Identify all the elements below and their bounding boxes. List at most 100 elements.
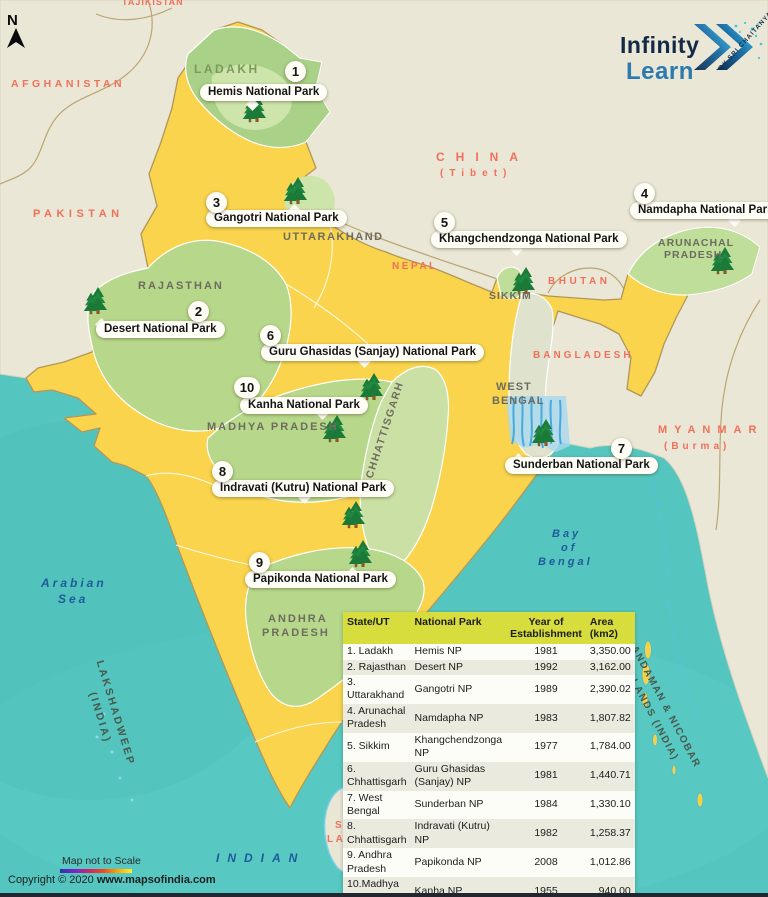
callout-number-8: 8 (212, 461, 233, 482)
cell-year: 1992 (506, 659, 586, 675)
infinity-learn-logo: Infinity Learn BY SRI CHAITANYA (616, 10, 768, 103)
label-sea: Sea (58, 592, 89, 606)
callout-guru-ghasidas: Guru Ghasidas (Sanjay) National Park (261, 344, 485, 361)
bottom-border (0, 893, 768, 897)
cell-area: 1,807.82 (585, 703, 635, 733)
header-year: Year of Establishment (506, 612, 586, 645)
callout-number-3: 3 (206, 192, 227, 213)
copyright-site: www.mapsofindia.com (96, 874, 216, 886)
table-row: 2. Rajasthan Desert NP 1992 3,162.00 (343, 659, 635, 675)
label-andhra-1: ANDHRA (268, 613, 328, 625)
callout-khangchendzonga: Khangchendzonga National Park (431, 231, 627, 248)
myanmar-coast-detail (648, 469, 697, 717)
callout-number-9: 9 (249, 552, 270, 573)
cell-state: 3. Uttarakhand (343, 675, 411, 704)
callout-desert: Desert National Park (96, 321, 225, 338)
cell-area: 1,012.86 (585, 848, 635, 878)
label-sikkim: SIKKIM (489, 290, 532, 302)
label-bay: Bay (552, 528, 582, 540)
callout-namdapha: Namdapha National Park (630, 202, 768, 219)
sundarbans-delta (506, 395, 570, 452)
label-uttarakhand: UTTARAKHAND (283, 231, 384, 243)
label-bengal: Bengal (538, 556, 593, 568)
label-myanmar: MYANMAR (658, 424, 764, 436)
label-tajikistan: TAJIKISTAN (122, 0, 184, 7)
label-of: of (561, 542, 578, 554)
callout-number-1: 1 (285, 61, 306, 82)
cell-area: 2,390.02 (585, 675, 635, 704)
label-china: CHINA (436, 150, 529, 164)
table-row: 6. Chhattisgarh Guru Ghasidas (Sanjay) NP… (343, 761, 635, 791)
header-park: National Park (410, 612, 507, 645)
cell-area: 1,330.10 (585, 790, 635, 820)
state-chhattisgarh (359, 365, 450, 570)
cell-park: Desert NP (410, 659, 507, 675)
callout-number-4: 4 (634, 183, 655, 204)
cell-area: 1,784.00 (585, 732, 635, 762)
cell-park: Papikonda NP (410, 848, 507, 878)
cell-area: 3,162.00 (585, 659, 635, 675)
label-arunachal-1: ARUNACHAL (658, 237, 735, 249)
logo-infinity: Infinity (620, 32, 700, 58)
cell-year: 1984 (506, 790, 586, 820)
north-arrow-icon (7, 28, 25, 48)
header-area: Area (km2) (585, 612, 635, 645)
cell-state: 7. West Bengal (343, 790, 411, 820)
table-row: 8. Chhattisgarh Indravati (Kutru) NP 1982 1… (343, 819, 635, 849)
callout-gangotri: Gangotri National Park (206, 210, 347, 227)
callout-number-7: 7 (611, 438, 632, 459)
label-afghanistan: AFGHANISTAN (11, 78, 126, 90)
label-west-bengal-2: BENGAL (492, 395, 545, 407)
callout-kanha: Kanha National Park (240, 397, 368, 414)
table-row: 7. West Bengal Sunderban NP 1984 1,330.10 (343, 790, 635, 820)
callout-sunderban: Sunderban National Park (505, 457, 658, 474)
table-row: 9. Andhra Pradesh Papikonda NP 2008 1,012.8… (343, 848, 635, 878)
cell-year: 1977 (506, 732, 586, 762)
cell-state: 8. Chhattisgarh (343, 819, 411, 849)
table-header-row: State/UT National Park Year of Establish… (343, 612, 635, 645)
cell-year: 1983 (506, 703, 586, 733)
header-state: State/UT (343, 612, 411, 645)
table-row: 1. Ladakh Hemis NP 1981 3,350.00 (343, 644, 635, 660)
label-pakistan: PAKISTAN (33, 208, 124, 220)
cell-state: 9. Andhra Pradesh (343, 848, 411, 878)
double-chevron-icon (694, 21, 763, 70)
cell-state: 5. Sikkim (343, 732, 411, 762)
table-row: 3. Uttarakhand Gangotri NP 1989 2,390.02 (343, 675, 635, 704)
cell-year: 1989 (506, 675, 586, 704)
cell-park: Sunderban NP (410, 790, 507, 820)
cell-year: 2008 (506, 848, 586, 878)
cell-park: Indravati (Kutru) NP (410, 819, 507, 849)
cell-state: 4. Arunachal Pradesh (343, 703, 411, 733)
label-tibet: (Tibet) (440, 168, 513, 179)
label-bhutan: BHUTAN (548, 276, 611, 287)
cell-state: 1. Ladakh (343, 644, 411, 660)
cell-year: 1982 (506, 819, 586, 849)
cell-park: Gangotri NP (410, 675, 507, 704)
andaman-islands (641, 640, 704, 808)
label-rajasthan: RAJASTHAN (138, 280, 224, 292)
callout-hemis: Hemis National Park (200, 84, 328, 101)
table-row: 4. Arunachal Pradesh Namdapha NP 1983 1,807… (343, 703, 635, 733)
cell-park: Hemis NP (410, 644, 507, 660)
label-madhya-pradesh: MADHYA PRADESH (207, 421, 339, 433)
label-ladakh: LADAKH (194, 62, 260, 76)
label-andhra-2: PRADESH (262, 627, 330, 639)
label-indian: INDIAN (216, 851, 306, 865)
callout-number-5: 5 (434, 212, 455, 233)
callout-number-6: 6 (260, 325, 281, 346)
cell-area: 3,350.00 (585, 644, 635, 660)
callout-number-10: 10 (234, 377, 260, 398)
cell-year: 1981 (506, 644, 586, 660)
label-nepal: NEPAL (392, 261, 438, 272)
logo-learn: Learn (626, 58, 694, 85)
cell-park: Khangchendzonga NP (410, 732, 507, 762)
lakshadweep-islands (95, 712, 134, 802)
label-west-bengal-1: WEST (496, 381, 532, 393)
callout-number-2: 2 (188, 301, 209, 322)
callout-papikonda: Papikonda National Park (245, 571, 396, 588)
label-bangladesh: BANGLADESH (533, 350, 634, 361)
cell-state: 2. Rajasthan (343, 659, 411, 675)
